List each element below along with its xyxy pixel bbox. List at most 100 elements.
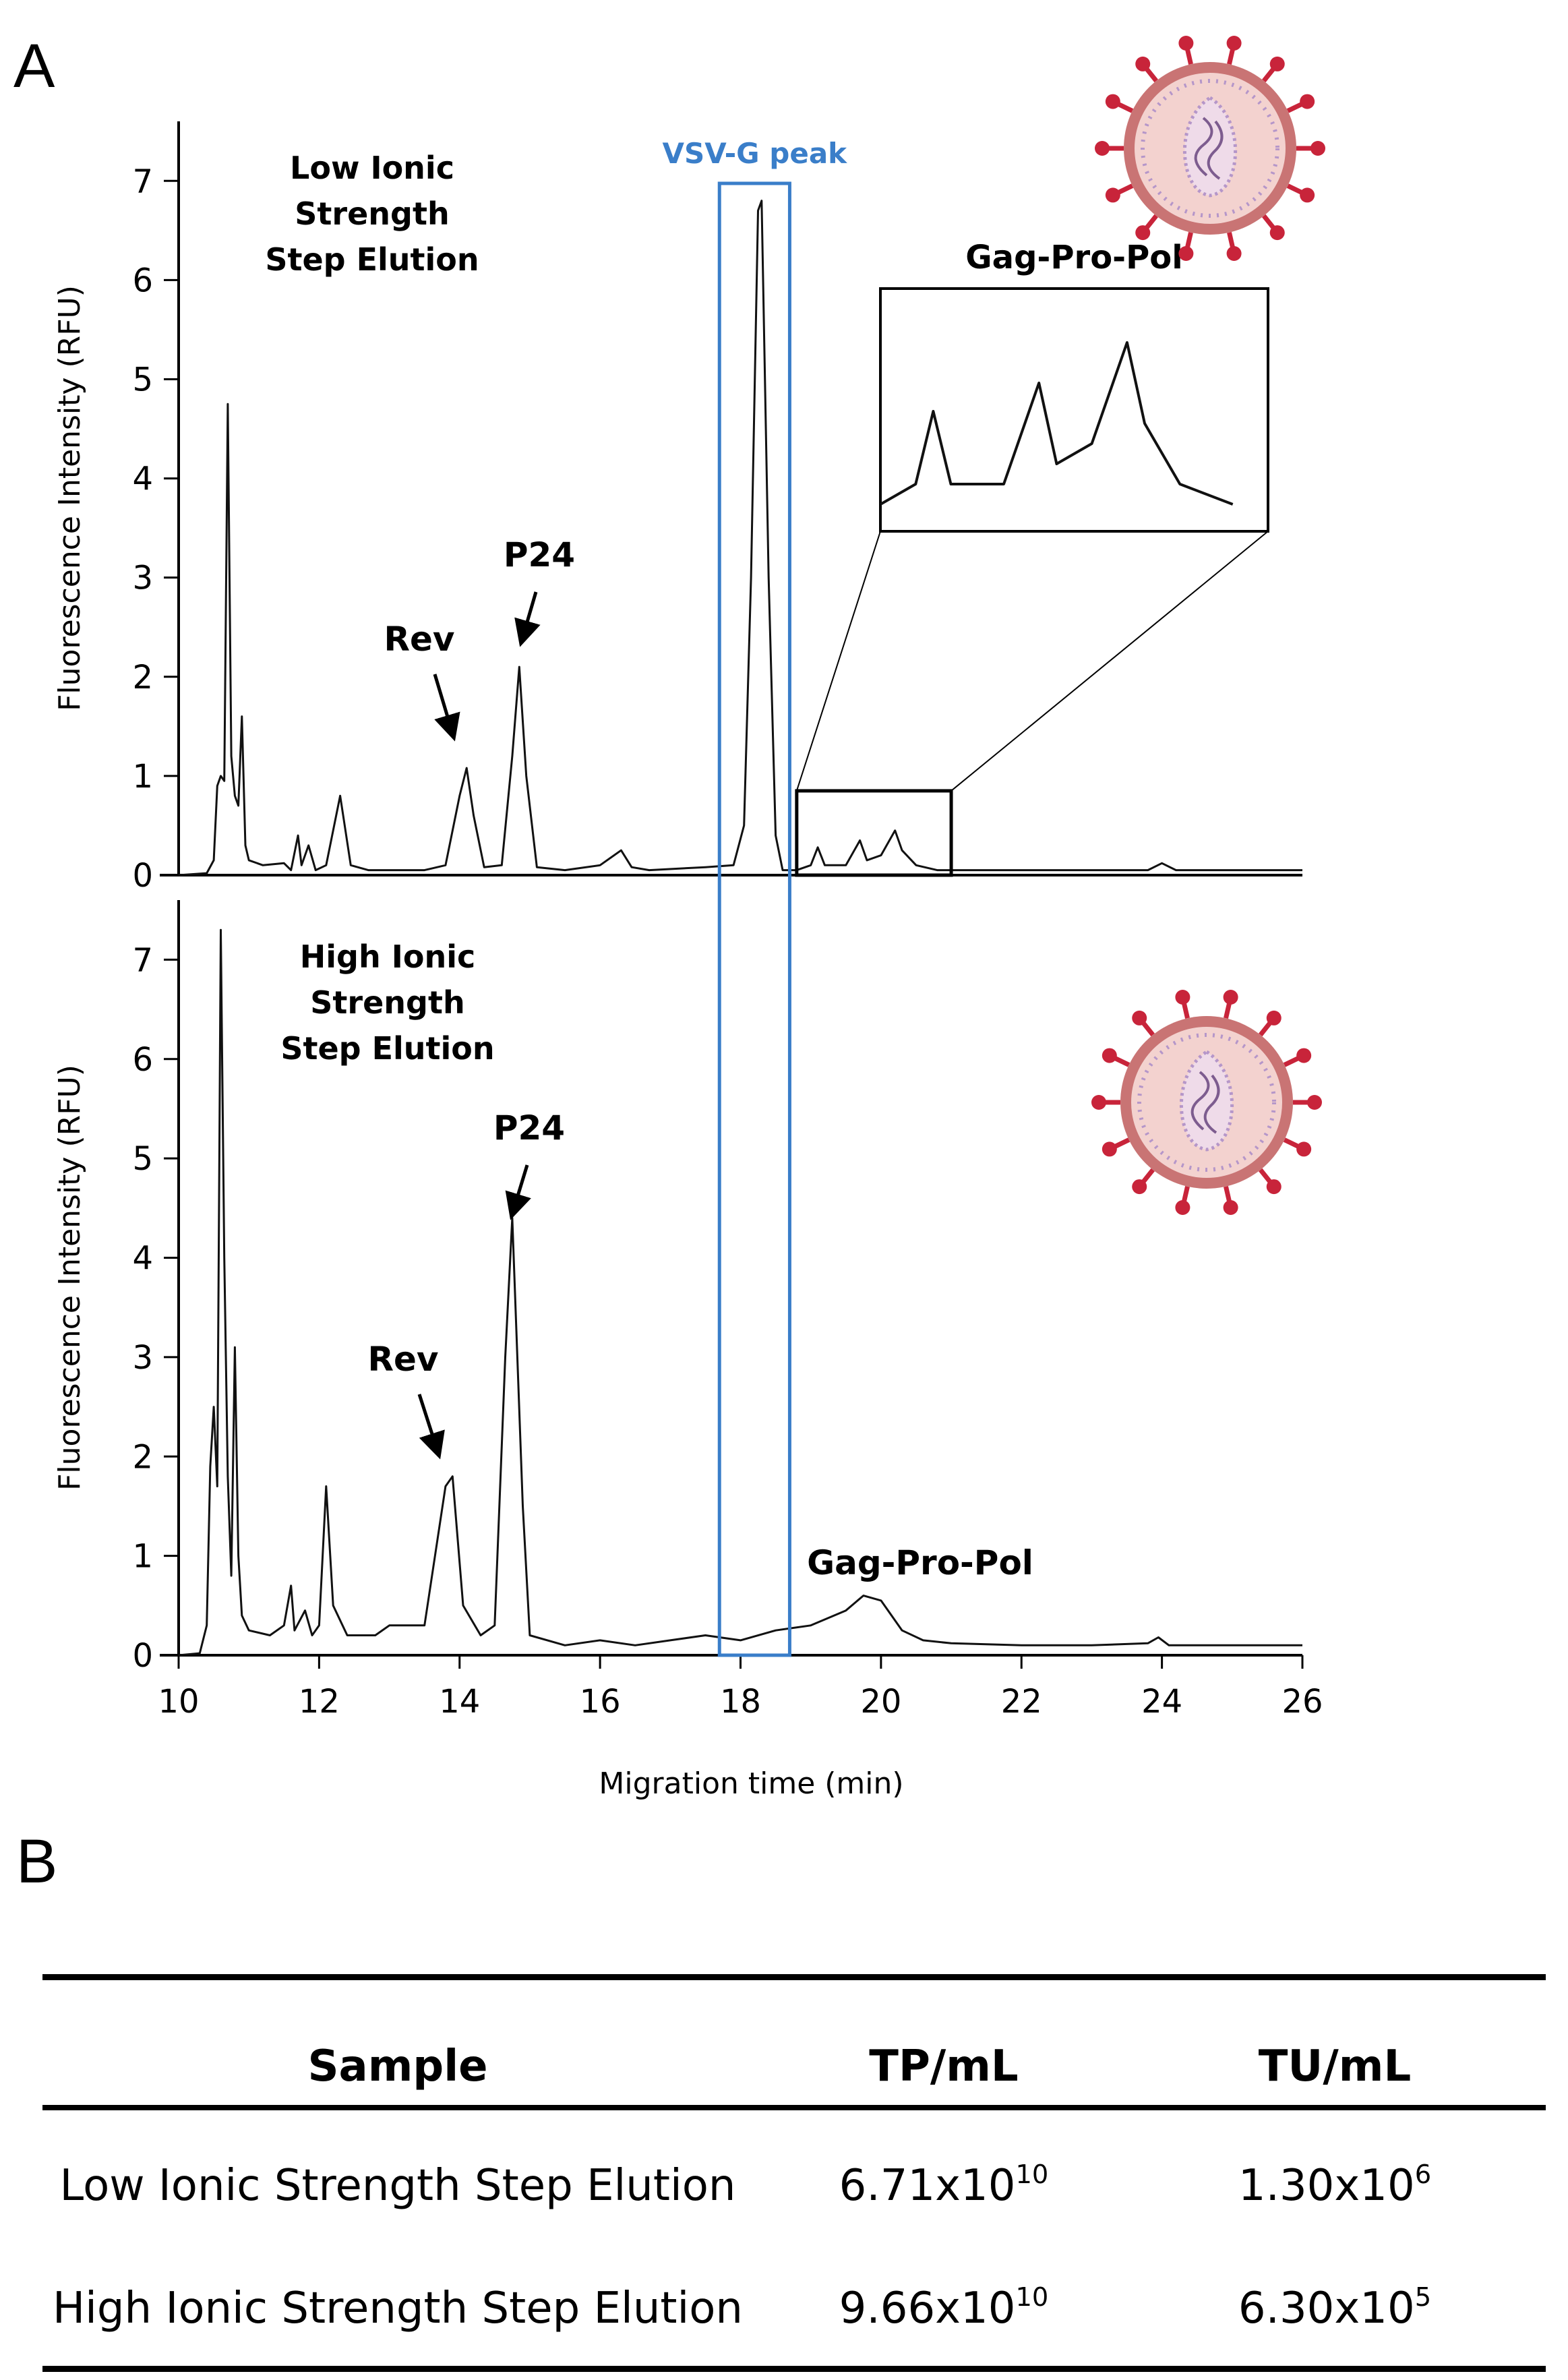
virion-rna xyxy=(1203,1074,1220,1134)
row-sample-high: High Ionic Strength Step Elution xyxy=(53,2284,743,2333)
virion-spike-head xyxy=(1226,245,1242,261)
bottom-y-tick-label: 5 xyxy=(132,1140,153,1178)
row-tp-high: 9.66x1010 xyxy=(809,2284,1079,2333)
row-tu-high: 6.30x105 xyxy=(1200,2284,1470,2333)
virion-spike-head xyxy=(1102,1141,1117,1157)
row-tp-high-base: 9.66x10 xyxy=(839,2284,1016,2333)
top-y-tick-label: 5 xyxy=(132,361,153,398)
vsv-g-highlight-box xyxy=(717,181,791,1657)
row-tu-high-exp: 5 xyxy=(1414,2282,1432,2313)
bottom-p24-label: P24 xyxy=(493,1108,565,1148)
virion-spike-head xyxy=(1132,1010,1147,1025)
inset-trace xyxy=(880,341,1234,506)
virion-matrix xyxy=(1141,79,1279,218)
virion-spike-head xyxy=(1091,1095,1106,1110)
virion-matrix xyxy=(1137,1033,1276,1172)
bottom-x-tick-label: 14 xyxy=(439,1683,480,1721)
virion-spike-head xyxy=(1223,1199,1238,1215)
table-bottom-rule xyxy=(42,2366,1546,2372)
bottom-x-tick-label: 22 xyxy=(1001,1683,1042,1721)
virion-spike-head xyxy=(1105,94,1120,109)
zoom-connector xyxy=(951,531,1269,792)
virion-spike-head xyxy=(1310,141,1325,156)
bottom-gag-pro-pol-label: Gag-Pro-Pol xyxy=(807,1543,1033,1582)
virion-spike-head xyxy=(1095,141,1110,156)
top-y-tick-label: 7 xyxy=(132,162,153,200)
virion-spike-head xyxy=(1266,1179,1281,1195)
row-sample-low: Low Ionic Strength Step Elution xyxy=(59,2161,736,2211)
virion-rna xyxy=(1207,120,1224,180)
vsv-g-label: VSV-G peak xyxy=(663,137,848,170)
virion-spike-head xyxy=(1135,56,1151,71)
virion-spike-head xyxy=(1266,1010,1281,1025)
virion-spike-head xyxy=(1269,56,1285,71)
row-tp-low: 6.71x1010 xyxy=(809,2162,1079,2207)
top-rev-label: Rev xyxy=(384,620,454,659)
virion-spike-head xyxy=(1296,1141,1312,1157)
row-tu-low: 1.30x106 xyxy=(1200,2162,1470,2207)
bottom-y-tick-label: 3 xyxy=(132,1339,153,1377)
row-tp-high-exp: 10 xyxy=(1015,2282,1049,2313)
bottom-x-tick-label: 12 xyxy=(299,1683,340,1721)
top-panel-axes: 0 1 2 3 4 5 6 7 Fluorescence Intensity (RFU) xyxy=(53,121,1302,895)
virion-spike-head xyxy=(1105,187,1120,203)
top-panel-title: Strength xyxy=(295,196,449,232)
results-table: Sample TP/mL TU/mL Low Ionic Strength St… xyxy=(0,1955,1568,2380)
top-p24-label: P24 xyxy=(504,535,575,574)
top-p24-arrow xyxy=(514,591,541,647)
bottom-panel-title: Strength xyxy=(310,984,464,1021)
virion-spike-head xyxy=(1269,225,1285,241)
bottom-p24-arrow xyxy=(505,1164,531,1220)
bottom-y-tick-label: 6 xyxy=(132,1041,153,1079)
top-y-axis-label: Fluorescence Intensity (RFU) xyxy=(53,285,87,711)
bottom-y-tick-label: 2 xyxy=(132,1438,153,1476)
zoom-region-box xyxy=(795,789,953,877)
x-axis-label: Migration time (min) xyxy=(599,1766,903,1801)
row-tu-low-exp: 6 xyxy=(1414,2160,1432,2191)
bottom-y-axis-label: Fluorescence Intensity (RFU) xyxy=(53,1065,87,1491)
virion-spike-head xyxy=(1102,1048,1117,1063)
virion-spike-head xyxy=(1296,1048,1312,1063)
top-y-tick-label: 1 xyxy=(132,758,153,796)
bottom-x-tick-label: 18 xyxy=(720,1683,761,1721)
lentivirus-virion-icon xyxy=(1095,36,1325,261)
inset-panel xyxy=(879,287,1269,533)
table-top-rule xyxy=(42,1974,1546,1980)
bottom-panel-title: High Ionic xyxy=(300,939,475,975)
bottom-y-tick-label: 4 xyxy=(132,1240,153,1278)
virion-rna xyxy=(1190,1071,1210,1131)
top-y-tick-label: 3 xyxy=(132,560,153,597)
bottom-y-tick-label: 1 xyxy=(132,1538,153,1576)
top-trace xyxy=(178,200,1302,876)
bottom-y-tick-label: 0 xyxy=(132,1637,153,1675)
virion-spike-head xyxy=(1135,225,1151,241)
bottom-x-tick-label: 20 xyxy=(860,1683,901,1721)
panel-label-a: A xyxy=(13,32,55,100)
top-rev-arrow xyxy=(433,674,460,742)
top-panel-title: Low Ionic xyxy=(290,150,454,186)
virion-spike-head xyxy=(1223,990,1238,1005)
top-panel-title: Step Elution xyxy=(265,241,479,278)
virion-spike-head xyxy=(1132,1179,1147,1195)
bottom-y-tick-label: 7 xyxy=(132,941,153,979)
top-y-tick-label: 0 xyxy=(132,857,153,895)
row-tp-low-exp: 10 xyxy=(1015,2160,1049,2191)
virion-capsid xyxy=(1182,96,1238,198)
row-tu-low-base: 1.30x10 xyxy=(1238,2161,1415,2211)
zoom-connector xyxy=(795,531,881,792)
top-y-tick-label: 2 xyxy=(132,659,153,696)
row-tu-high-base: 6.30x10 xyxy=(1238,2284,1415,2333)
header-tp-per-ml: TP/mL xyxy=(869,2042,1019,2091)
annotations-layer: Low Ionic Strength Step Elution High Ionic S… xyxy=(265,36,1325,1657)
top-y-tick-label: 4 xyxy=(132,460,153,498)
virion-spike-head xyxy=(1307,1095,1322,1110)
virion-rna xyxy=(1194,117,1213,177)
bottom-panel-title: Step Elution xyxy=(280,1030,494,1067)
header-tu-per-ml: TU/mL xyxy=(1258,2042,1412,2091)
header-sample: Sample xyxy=(307,2042,488,2091)
virion-spike-head xyxy=(1175,1199,1190,1215)
virion-spike-head xyxy=(1178,245,1194,261)
top-y-tick-label: 6 xyxy=(132,262,153,299)
